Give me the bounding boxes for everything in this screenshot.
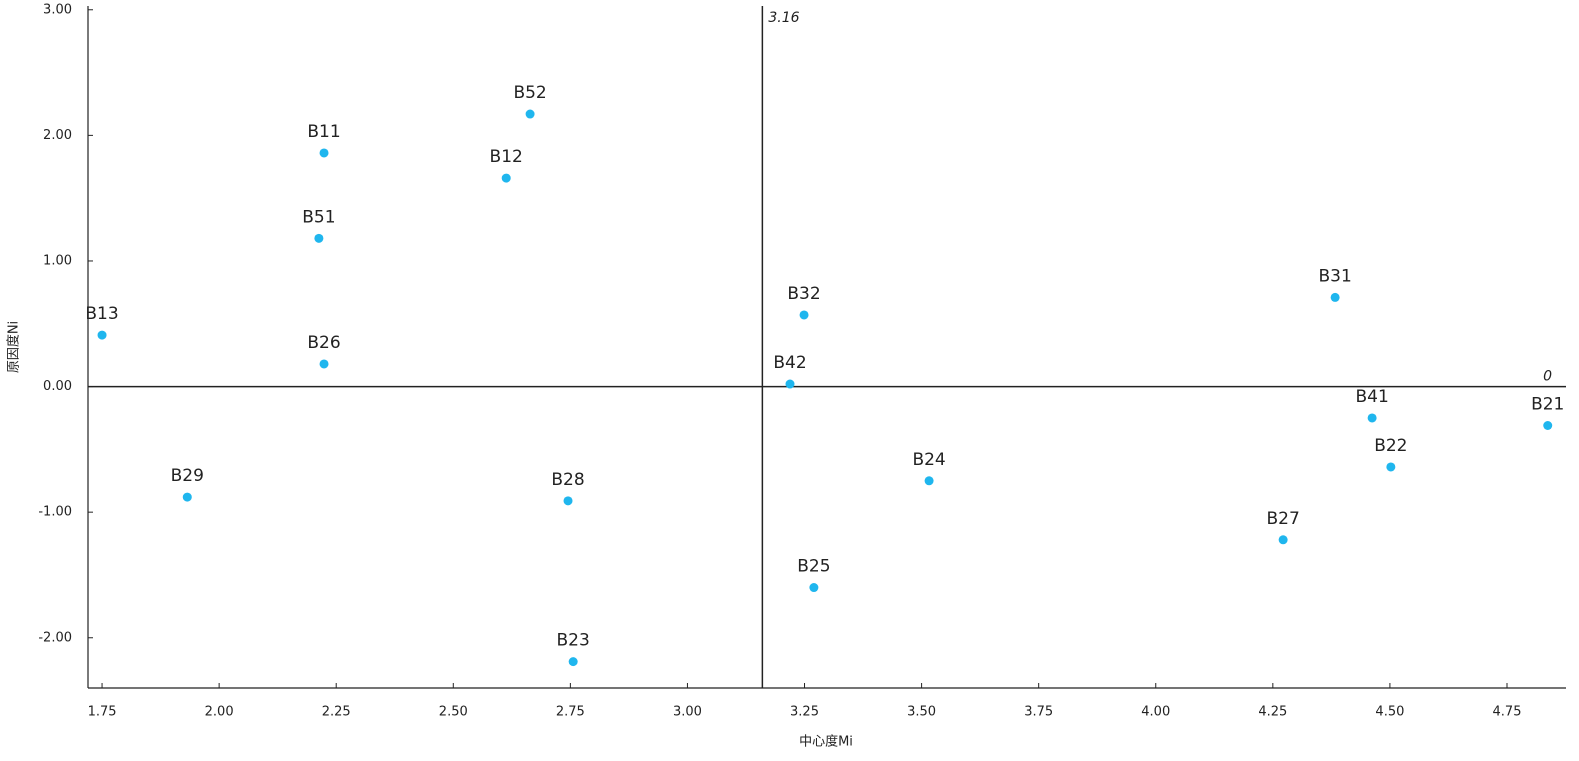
point: [314, 233, 324, 243]
point: [1543, 420, 1553, 430]
y-tick-label: 1.00: [43, 253, 72, 268]
x-tick-label: 2.25: [322, 705, 351, 720]
x-tick-label: 2.75: [556, 705, 585, 720]
point: [809, 583, 819, 593]
y-axis-label: 原因度Ni: [6, 321, 22, 373]
point-label: B25: [797, 557, 830, 577]
point: [1278, 535, 1288, 545]
y-tick-label: 2.00: [43, 128, 72, 143]
point-label: B28: [551, 470, 584, 490]
point-label: B21: [1531, 394, 1564, 414]
point-label: B26: [307, 333, 340, 353]
x-tick-label: 2.50: [439, 705, 468, 720]
point-label: B29: [171, 466, 204, 486]
point-label: B32: [787, 284, 820, 304]
point-label: B24: [912, 450, 945, 470]
point: [1367, 413, 1377, 423]
x-tick-label: 4.25: [1258, 705, 1287, 720]
x-tick-label: 4.50: [1375, 705, 1404, 720]
point-label: B23: [557, 631, 590, 651]
point-label: B52: [513, 83, 546, 103]
x-tick-label: 3.75: [1024, 705, 1053, 720]
x-tick-label: 3.50: [907, 705, 936, 720]
point: [924, 476, 934, 486]
point: [319, 359, 329, 369]
point-label: B11: [307, 122, 340, 142]
point: [525, 109, 535, 119]
y-tick-label: 3.00: [43, 2, 72, 17]
point-label: B41: [1355, 387, 1388, 407]
x-tick-label: 2.00: [205, 705, 234, 720]
point: [319, 148, 329, 158]
y-tick-label: -1.00: [38, 505, 72, 520]
point-label: B51: [302, 207, 335, 227]
point: [1330, 292, 1340, 302]
point: [97, 330, 107, 340]
point: [1386, 462, 1396, 472]
point-label: B22: [1374, 436, 1407, 456]
point: [568, 657, 578, 667]
point: [563, 496, 573, 506]
reference-label: 0: [1543, 369, 1552, 385]
point: [182, 492, 192, 502]
point: [799, 310, 809, 320]
x-tick-label: 4.00: [1141, 705, 1170, 720]
x-tick-label: 3.00: [673, 705, 702, 720]
y-tick-label: -2.00: [38, 630, 72, 645]
reference-label: 3.16: [768, 10, 799, 26]
x-tick-label: 4.75: [1493, 705, 1522, 720]
point-label: B27: [1266, 509, 1299, 529]
x-axis-label: 中心度Mi: [799, 734, 853, 750]
point: [785, 379, 795, 389]
point-label: B31: [1318, 266, 1351, 286]
point-label: B12: [490, 147, 523, 167]
point-label: B13: [85, 304, 118, 324]
point-label: B42: [773, 353, 806, 373]
point: [501, 173, 511, 183]
x-tick-label: 3.25: [790, 705, 819, 720]
y-tick-label: 0.00: [43, 379, 72, 394]
x-tick-label: 1.75: [88, 705, 117, 720]
